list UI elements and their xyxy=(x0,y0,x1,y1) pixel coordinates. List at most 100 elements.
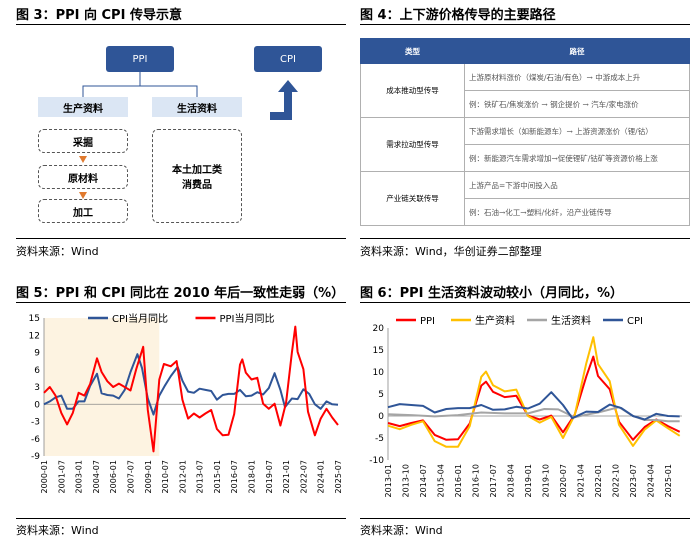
y-tick-label: -6 xyxy=(31,435,40,445)
ppi-box: PPI xyxy=(106,46,174,72)
x-tick-label: 2000-01 xyxy=(40,460,49,493)
route-table-header: 类型 路径 xyxy=(360,38,690,64)
x-tick-label: 2022-01 xyxy=(594,464,603,497)
route-table: 类型 路径 成本推动型传导 上游原材料涨价（煤炭/石油/有色）→ 中游成本上升 … xyxy=(360,38,690,226)
row-path: 上游原材料涨价（煤炭/石油/有色）→ 中游成本上升 xyxy=(464,63,690,91)
table-row: 例：石油→化工→塑料/化纤，沿产业链传导 xyxy=(361,198,690,226)
panel3-connectors xyxy=(82,72,298,120)
x-tick-label: 2013-07 xyxy=(196,460,205,493)
x-tick-label: 2003-01 xyxy=(75,460,84,493)
row-path: 下游需求增长（如新能源车）→ 上游资源涨价（锂/钴） xyxy=(464,117,690,145)
legend-label: 生产资料 xyxy=(475,314,515,327)
panel3-bottom-rule xyxy=(16,238,346,239)
x-tick-label: 2013-01 xyxy=(384,464,393,497)
panel5-source: 资料来源：Wind xyxy=(16,524,99,537)
panel4-top-rule xyxy=(360,24,690,25)
connector-to-production xyxy=(82,72,141,97)
panel5-title: 图 5：PPI 和 CPI 同比在 2010 年后一致性走弱（%） xyxy=(16,286,345,301)
panel3-top-rule xyxy=(16,24,346,25)
series-line xyxy=(43,353,339,416)
up-arrow-icon xyxy=(270,80,298,120)
series-line xyxy=(387,336,681,448)
panel6-source: 资料来源：Wind xyxy=(360,524,443,537)
row-path: 例：石油→化工→塑料/化纤，沿产业链传导 xyxy=(464,198,690,226)
x-tick-label: 2025-07 xyxy=(334,460,343,493)
x-tick-label: 2025-01 xyxy=(664,464,673,497)
y-tick-label: 6 xyxy=(34,366,40,376)
y-tick-label: 15 xyxy=(29,314,40,324)
x-tick-label: 2010-07 xyxy=(161,460,170,493)
panel3-source: 资料来源：Wind xyxy=(16,245,99,258)
panel5-top-rule xyxy=(16,302,346,303)
header-type: 类型 xyxy=(360,38,465,64)
chart-cpi-ppi: -9 -6 -3 0 3 6 9 12 15 2000-01 2001-07 2003-01 2004-… xyxy=(29,312,343,493)
shaded-region xyxy=(44,318,160,456)
y-tick-label: 0 xyxy=(34,400,40,410)
series-line xyxy=(43,325,339,453)
x-tick-label: 2016-01 xyxy=(454,464,463,497)
x-tick-label: 2021-04 xyxy=(577,464,586,497)
x-tick-label: 2019-07 xyxy=(265,460,274,493)
series-line xyxy=(387,391,680,421)
y-tick-label: 20 xyxy=(373,324,385,334)
x-tick-label: 2019-01 xyxy=(524,464,533,497)
y-tick-label: -3 xyxy=(31,418,40,428)
x-tick-label: 2022-10 xyxy=(612,464,621,497)
row-type: 成本推动型传导 xyxy=(360,63,465,118)
x-tick-label: 2012-01 xyxy=(178,460,187,493)
table-row: 成本推动型传导 上游原材料涨价（煤炭/石油/有色）→ 中游成本上升 xyxy=(360,63,690,118)
table-row: 产业链关联传导 上游产品=下游中间投入品 xyxy=(360,171,690,226)
living-box: 生活资料 xyxy=(152,97,242,117)
legend-label: PPI当月同比 xyxy=(220,312,275,325)
y-tick-label: -5 xyxy=(375,434,384,444)
panel6-top-rule xyxy=(360,302,690,303)
step-processing: 加工 xyxy=(38,199,128,223)
x-tick-label: 2019-10 xyxy=(542,464,551,497)
y-tick-label: 12 xyxy=(29,331,40,341)
x-tick-label: 2020-07 xyxy=(559,464,568,497)
x-tick-label: 2018-01 xyxy=(248,460,257,493)
legend-label: PPI xyxy=(420,316,435,327)
row-type: 产业链关联传导 xyxy=(360,171,465,226)
row-path: 例：新能源汽车需求增加→促使锂矿/钴矿等资源价格上涨 xyxy=(464,144,690,172)
x-tick-label: 2024-01 xyxy=(317,460,326,493)
y-tick-label: 10 xyxy=(373,368,385,378)
x-tick-label: 2014-07 xyxy=(419,464,428,497)
row-type: 需求拉动型传导 xyxy=(360,117,465,172)
x-tick-label: 2001-07 xyxy=(57,460,66,493)
x-tick-label: 2022-07 xyxy=(299,460,308,493)
legend-label: 生活资料 xyxy=(551,314,591,327)
header-path: 路径 xyxy=(464,38,690,64)
x-tick-label: 2015-01 xyxy=(213,460,222,493)
x-tick-label: 2009-01 xyxy=(144,460,153,493)
panel3-title: 图 3：PPI 向 CPI 传导示意 xyxy=(16,8,182,23)
x-tick-label: 2016-10 xyxy=(472,464,481,497)
panel5-bottom-rule xyxy=(16,518,346,519)
y-tick-label: -10 xyxy=(369,456,384,466)
x-tick-label: 2006-01 xyxy=(109,460,118,493)
x-tick-label: 2024-04 xyxy=(647,464,656,497)
arrow-down-icon xyxy=(79,156,87,163)
arrow-down-icon xyxy=(79,192,87,199)
panel4-title: 图 4：上下游价格传导的主要路径 xyxy=(360,8,556,23)
x-tick-label: 2013-10 xyxy=(402,464,411,497)
x-tick-label: 2021-01 xyxy=(282,460,291,493)
y-tick-label: 5 xyxy=(378,390,384,400)
step-mining: 采掘 xyxy=(38,129,128,153)
y-tick-label: -9 xyxy=(31,452,40,462)
production-box: 生产资料 xyxy=(38,97,128,117)
legend-label: CPI xyxy=(627,316,643,327)
panel4-source: 资料来源：Wind，华创证券二部整理 xyxy=(360,245,542,258)
panel6-bottom-rule xyxy=(360,518,690,519)
x-tick-label: 2004-07 xyxy=(92,460,101,493)
chart-ppi-components: -10 -5 0 5 10 15 20 2013-01 2013-10 2014-07 2015-0… xyxy=(369,314,682,497)
y-tick-label: 9 xyxy=(34,349,40,359)
legend-label: CPI当月同比 xyxy=(112,312,168,325)
panel6-title: 图 6：PPI 生活资料波动较小（月同比，%） xyxy=(360,286,624,301)
x-tick-label: 2017-07 xyxy=(489,464,498,497)
connector-to-living xyxy=(140,85,198,97)
table-row: 需求拉动型传导 下游需求增长（如新能源车）→ 上游资源涨价（锂/钴） xyxy=(360,117,690,172)
x-tick-label: 2015-04 xyxy=(437,464,446,497)
series-line xyxy=(387,406,680,423)
row-path: 上游产品=下游中间投入品 xyxy=(464,171,690,199)
